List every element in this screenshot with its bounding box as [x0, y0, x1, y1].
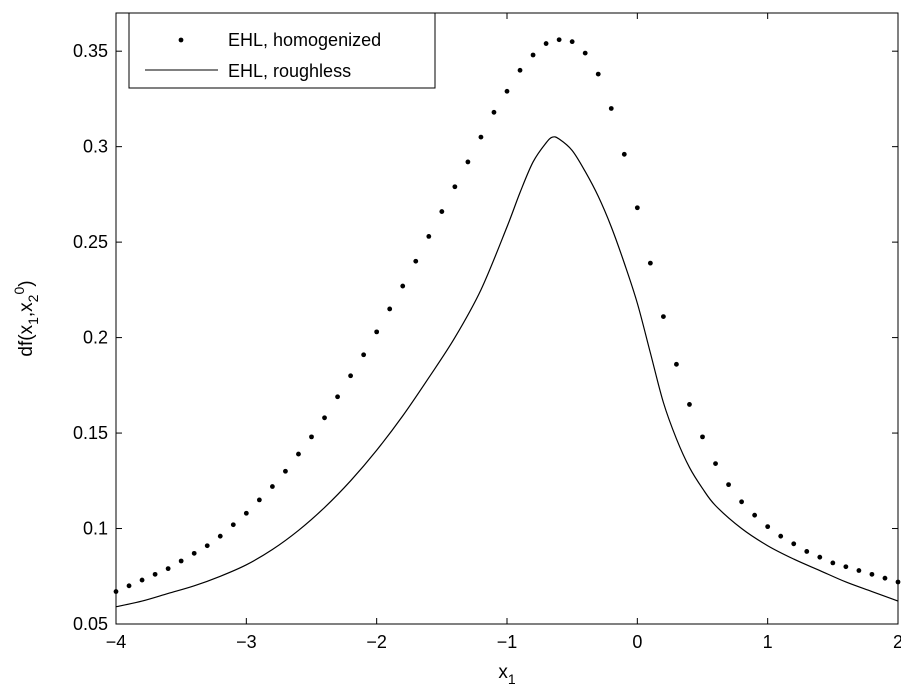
y-tick-label: 0.3	[83, 137, 108, 157]
data-point	[843, 564, 849, 570]
data-point	[348, 373, 353, 379]
data-point	[726, 482, 731, 488]
data-point	[283, 468, 288, 474]
x-tick-label: −1	[497, 632, 518, 652]
x-tick-label: −2	[366, 632, 387, 652]
data-point	[270, 484, 275, 489]
data-point	[882, 575, 888, 581]
data-point	[322, 415, 327, 421]
y-axis-title: df(x1,x20)	[11, 280, 41, 356]
data-point	[687, 402, 692, 407]
data-point	[647, 260, 653, 266]
data-point	[895, 579, 901, 585]
data-point	[504, 88, 510, 94]
legend-marker-homogenized	[178, 37, 184, 43]
data-point	[804, 549, 810, 554]
data-point	[361, 352, 367, 358]
data-point	[178, 558, 184, 564]
data-point	[817, 554, 823, 560]
series-layer	[113, 37, 901, 608]
series-roughless-line	[115, 136, 899, 608]
x-tick-label: 1	[763, 632, 773, 652]
legend-label-homogenized: EHL, homogenized	[228, 30, 381, 50]
legend: EHL, homogenized EHL, roughless	[128, 12, 436, 89]
x-tick-label: 2	[893, 632, 901, 652]
data-point	[230, 522, 236, 528]
data-point	[661, 314, 666, 319]
data-point	[126, 583, 132, 589]
legend-box	[128, 12, 436, 89]
data-point	[413, 258, 419, 264]
data-point	[674, 361, 679, 367]
data-point	[582, 50, 588, 56]
data-point	[543, 41, 549, 46]
data-point	[139, 577, 145, 583]
data-point	[700, 434, 705, 440]
data-point	[217, 533, 223, 539]
data-point	[752, 512, 758, 518]
data-point	[530, 52, 536, 58]
legend-label-roughless: EHL, roughless	[228, 61, 351, 81]
legend-dot	[178, 37, 184, 43]
y-tick-label: 0.2	[83, 328, 108, 348]
data-point	[778, 533, 784, 539]
data-point	[335, 394, 340, 400]
data-point	[491, 109, 497, 115]
data-point	[387, 306, 393, 312]
y-axis-label: df(x1,x20)	[11, 280, 41, 356]
y-tick-label: 0.15	[73, 423, 108, 443]
data-point	[856, 568, 862, 573]
data-point	[191, 550, 197, 556]
x-tick-label: −3	[236, 632, 257, 652]
data-point	[569, 39, 575, 45]
data-point	[309, 434, 314, 440]
axis-ticks: −4 −3 −2 −1 0 1 2 0.05 0.1 0.15 0.2 0.25 0.3 0.35	[73, 13, 901, 652]
series-homogenized	[113, 37, 901, 594]
data-point	[165, 566, 171, 572]
x-axis-label: x1	[498, 662, 516, 687]
data-point	[113, 589, 119, 594]
x-tick-label: −4	[106, 632, 127, 652]
data-point	[621, 151, 627, 157]
data-point	[296, 451, 301, 457]
data-point	[517, 67, 523, 73]
data-point	[739, 499, 744, 505]
data-point	[478, 134, 484, 140]
x-tick-label: 0	[632, 632, 642, 652]
data-point	[374, 329, 380, 335]
data-point	[243, 510, 249, 516]
y-tick-label: 0.05	[73, 614, 108, 634]
data-point	[713, 461, 718, 467]
data-point	[595, 71, 601, 77]
data-point	[869, 571, 875, 577]
data-point	[439, 209, 445, 214]
data-point	[634, 205, 640, 211]
data-point	[256, 497, 262, 503]
x-axis-title: x1	[498, 662, 516, 687]
data-point	[452, 184, 458, 190]
data-point	[830, 560, 836, 566]
data-point	[791, 541, 797, 547]
data-point	[556, 37, 562, 43]
data-point	[152, 571, 158, 577]
data-point	[400, 283, 406, 289]
data-point	[426, 233, 432, 239]
y-tick-label: 0.25	[73, 232, 108, 252]
data-point	[765, 524, 771, 530]
y-tick-label: 0.35	[73, 41, 108, 61]
data-point	[608, 106, 614, 111]
y-tick-label: 0.1	[83, 519, 108, 539]
data-point	[465, 159, 471, 165]
data-point	[204, 543, 210, 549]
